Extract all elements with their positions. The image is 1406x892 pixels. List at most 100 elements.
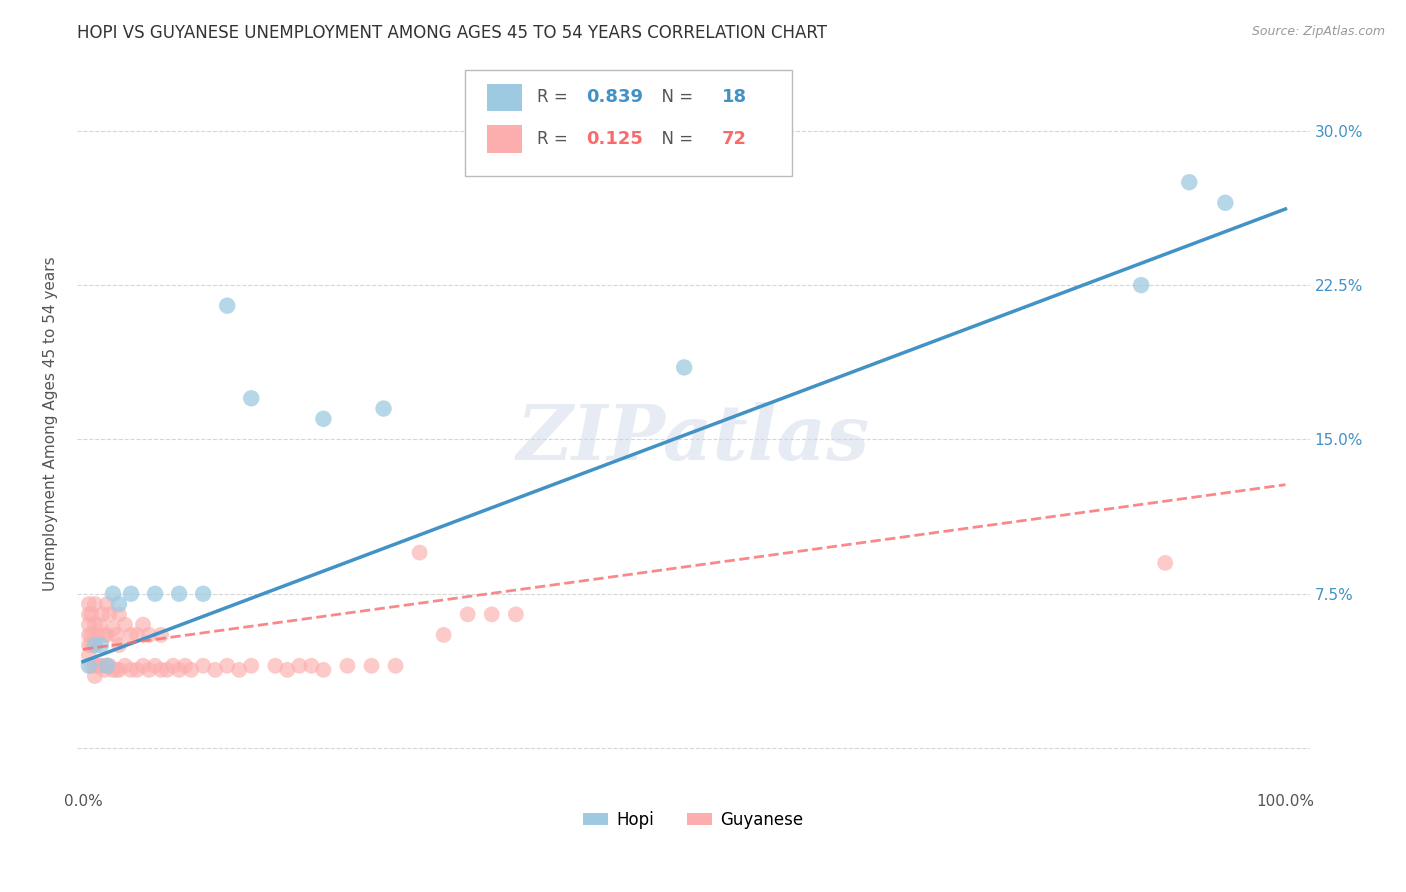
Text: HOPI VS GUYANESE UNEMPLOYMENT AMONG AGES 45 TO 54 YEARS CORRELATION CHART: HOPI VS GUYANESE UNEMPLOYMENT AMONG AGES…: [77, 24, 827, 42]
Point: [433, 628, 456, 642]
Point: [191, 587, 214, 601]
Point: [84, 597, 107, 611]
Text: 72: 72: [721, 130, 747, 148]
Point: [77, 617, 100, 632]
Point: [89, 617, 111, 632]
Point: [108, 663, 131, 677]
Point: [138, 663, 160, 677]
Point: [1154, 556, 1177, 570]
Point: [80, 628, 103, 642]
Bar: [488, 84, 522, 112]
Point: [174, 658, 197, 673]
Point: [84, 638, 107, 652]
Text: R =: R =: [537, 88, 572, 106]
Point: [98, 607, 121, 622]
Point: [191, 658, 214, 673]
Point: [101, 622, 124, 636]
Point: [84, 617, 107, 632]
Point: [457, 607, 479, 622]
Point: [93, 628, 115, 642]
Point: [93, 663, 115, 677]
Point: [312, 412, 335, 426]
Text: 0.125: 0.125: [586, 130, 643, 148]
Point: [217, 658, 239, 673]
Point: [91, 607, 114, 622]
Point: [276, 663, 298, 677]
Point: [336, 658, 359, 673]
Point: [125, 628, 148, 642]
Point: [120, 587, 142, 601]
Text: 0.839: 0.839: [586, 88, 643, 106]
Point: [132, 658, 155, 673]
Point: [167, 663, 190, 677]
Text: 18: 18: [721, 88, 747, 106]
Point: [132, 617, 155, 632]
Point: [77, 628, 100, 642]
Point: [96, 597, 118, 611]
Point: [240, 391, 263, 405]
Bar: [488, 125, 522, 153]
Point: [288, 658, 311, 673]
Point: [105, 628, 128, 642]
Point: [77, 638, 100, 652]
Point: [120, 663, 142, 677]
Point: [125, 663, 148, 677]
Point: [373, 401, 395, 416]
Point: [86, 628, 108, 642]
Text: N =: N =: [651, 88, 699, 106]
Point: [91, 658, 114, 673]
Point: [143, 658, 166, 673]
Point: [86, 658, 108, 673]
Point: [89, 658, 111, 673]
Point: [80, 658, 103, 673]
Point: [360, 658, 382, 673]
Text: Source: ZipAtlas.com: Source: ZipAtlas.com: [1251, 25, 1385, 38]
Legend: Hopi, Guyanese: Hopi, Guyanese: [576, 805, 810, 836]
Point: [167, 587, 190, 601]
Point: [150, 628, 173, 642]
Point: [408, 545, 430, 559]
Point: [505, 607, 527, 622]
Point: [105, 663, 128, 677]
Point: [114, 617, 136, 632]
Text: ZIPatlas: ZIPatlas: [516, 401, 870, 475]
Point: [120, 628, 142, 642]
Point: [162, 658, 184, 673]
Point: [108, 607, 131, 622]
Point: [384, 658, 406, 673]
Point: [150, 663, 173, 677]
Point: [80, 638, 103, 652]
Text: R =: R =: [537, 130, 572, 148]
Point: [481, 607, 503, 622]
Point: [217, 299, 239, 313]
Point: [204, 663, 226, 677]
Point: [96, 628, 118, 642]
Point: [77, 607, 100, 622]
Point: [80, 607, 103, 622]
Point: [96, 658, 118, 673]
Text: N =: N =: [651, 130, 699, 148]
Point: [108, 638, 131, 652]
FancyBboxPatch shape: [465, 70, 792, 176]
Point: [312, 663, 335, 677]
Point: [673, 360, 696, 375]
Point: [114, 658, 136, 673]
Point: [98, 658, 121, 673]
Point: [77, 597, 100, 611]
Point: [77, 658, 100, 673]
Point: [108, 597, 131, 611]
Point: [84, 638, 107, 652]
Point: [143, 587, 166, 601]
Point: [264, 658, 287, 673]
Point: [299, 658, 322, 673]
Point: [84, 669, 107, 683]
Point: [156, 663, 179, 677]
Point: [77, 648, 100, 663]
Point: [90, 638, 112, 652]
Point: [101, 663, 124, 677]
Point: [138, 628, 160, 642]
Point: [96, 658, 118, 673]
Y-axis label: Unemployment Among Ages 45 to 54 years: Unemployment Among Ages 45 to 54 years: [44, 257, 58, 591]
Point: [1130, 278, 1153, 293]
Point: [84, 658, 107, 673]
